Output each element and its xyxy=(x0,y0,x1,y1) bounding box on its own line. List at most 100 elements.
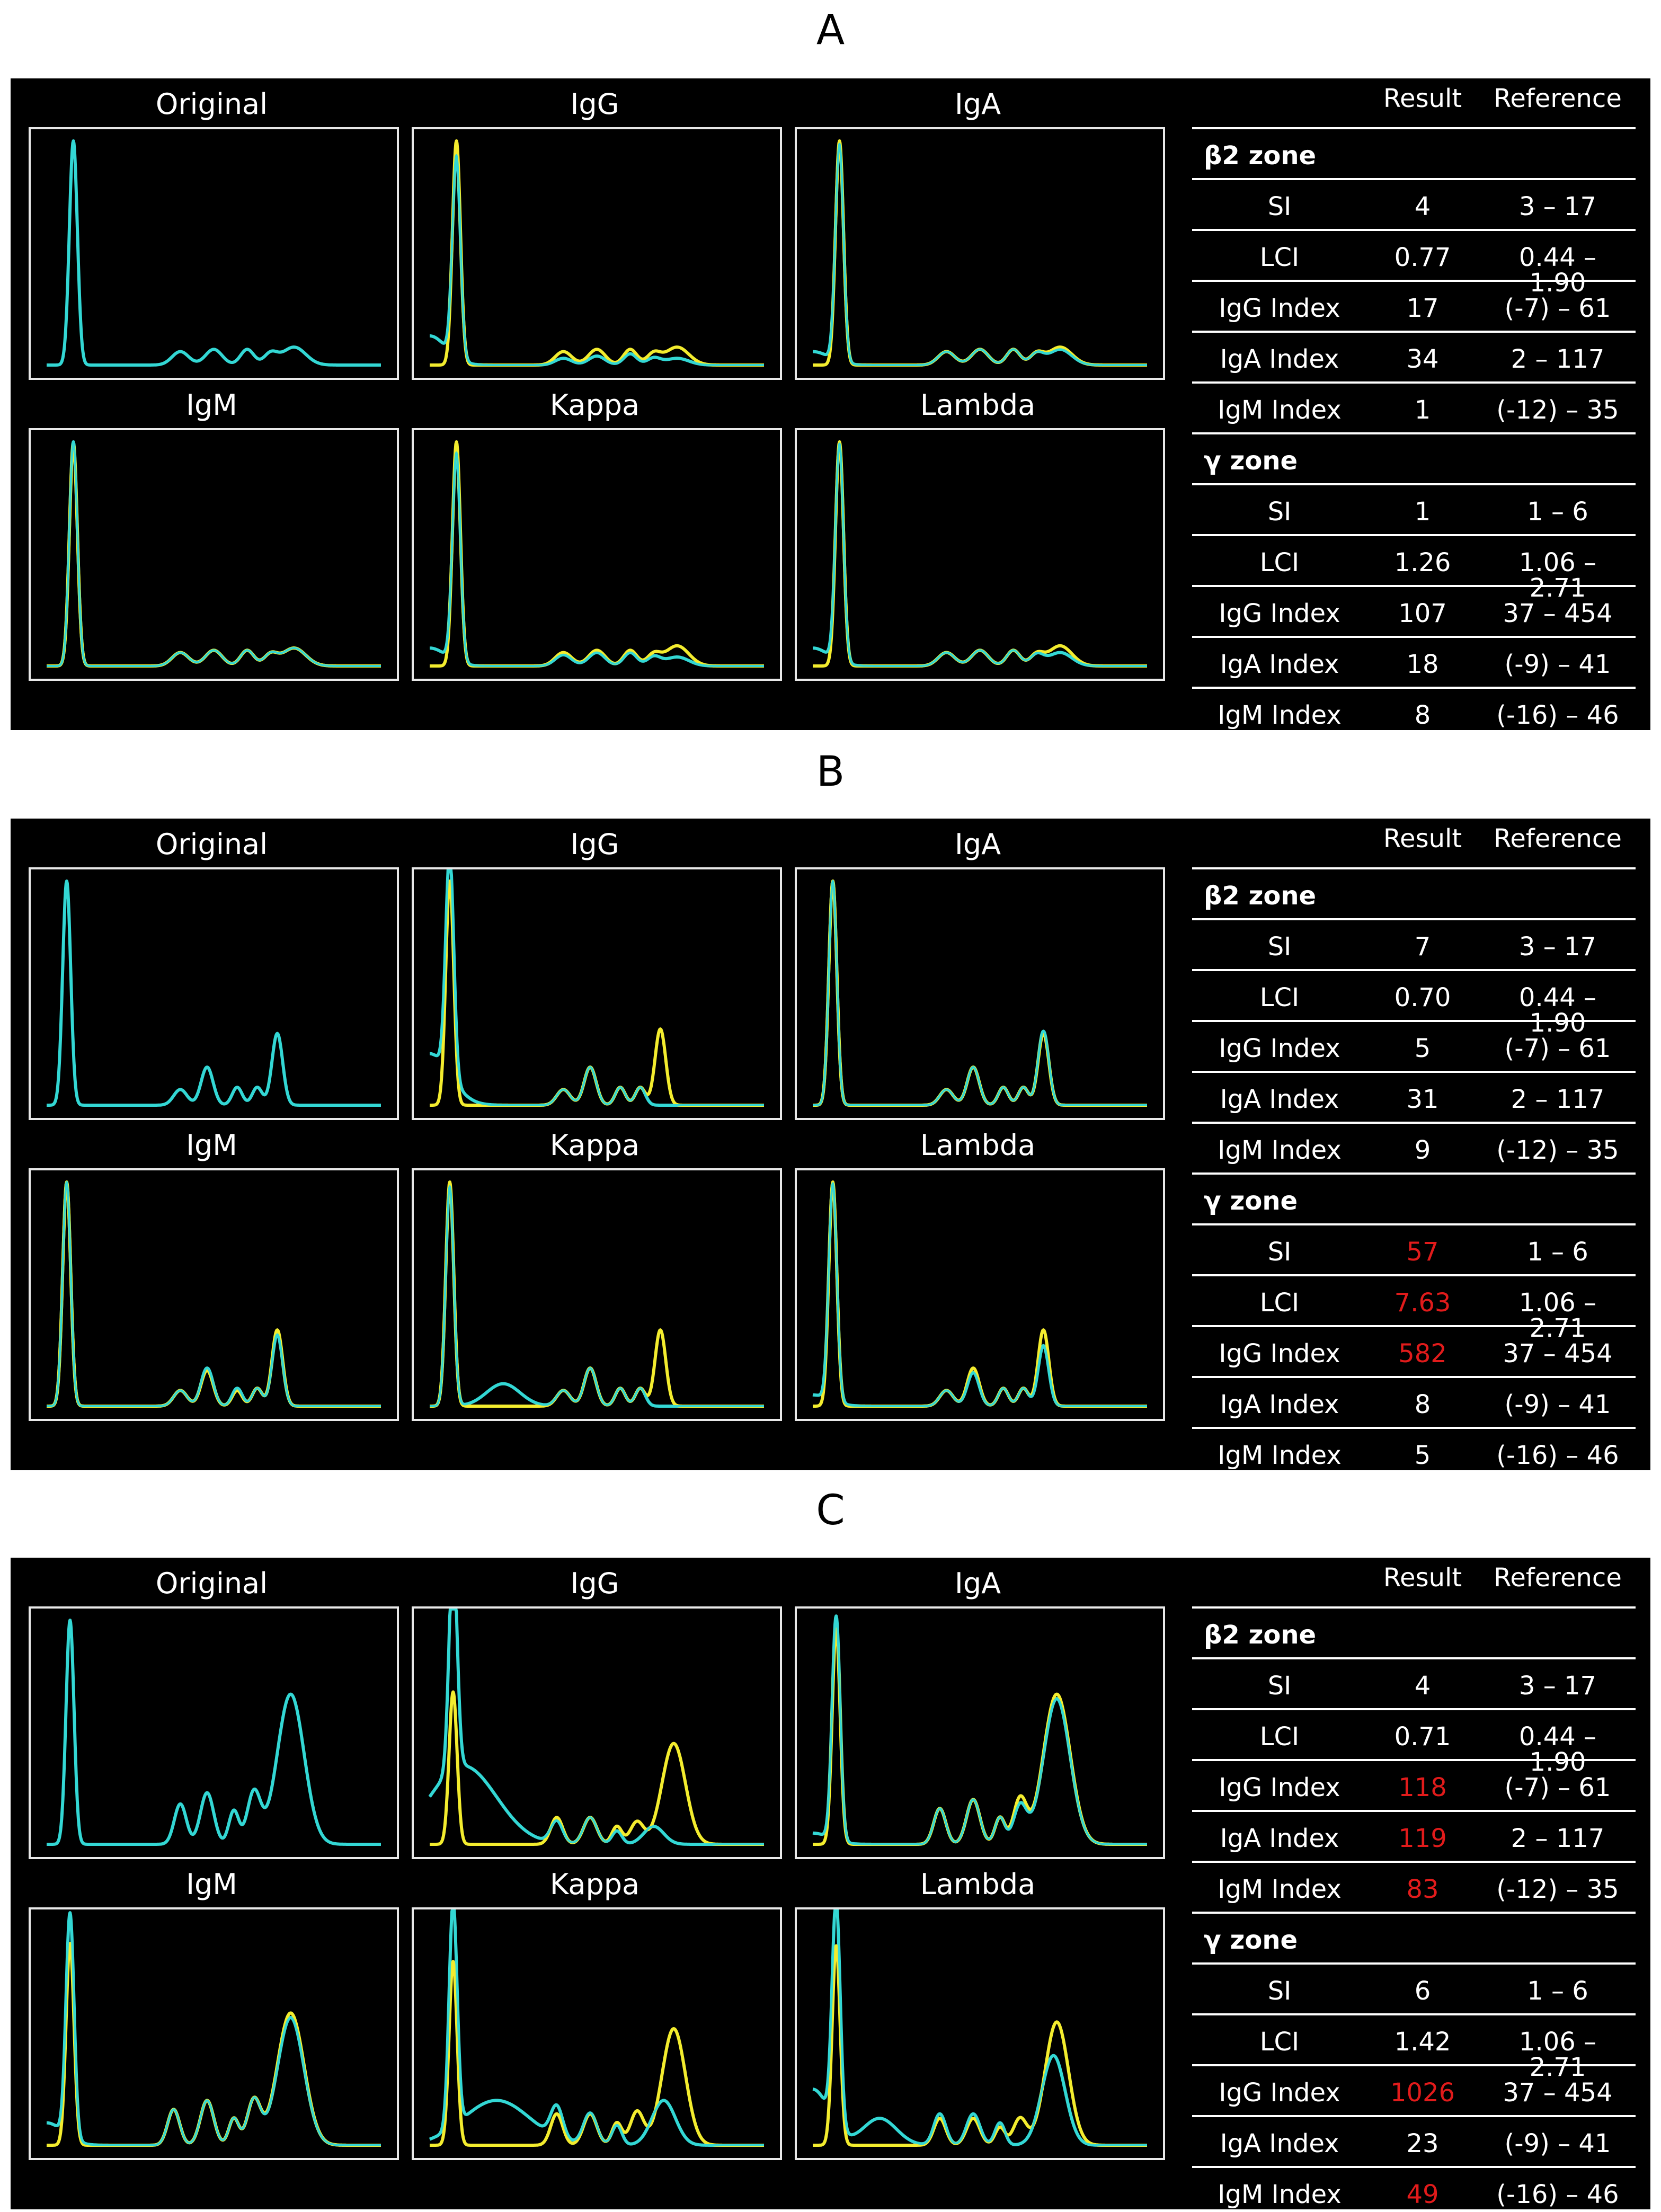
plot-title: IgA xyxy=(954,828,1001,861)
reference-range: 1.06 – 2.71 xyxy=(1518,548,1597,603)
table-divider xyxy=(1192,867,1636,869)
table-divider xyxy=(1192,1020,1636,1022)
densitometry-plot xyxy=(795,1606,1165,1859)
row-label: IgM Index xyxy=(1218,1875,1342,1904)
sample-trace xyxy=(428,1609,765,1846)
table-divider xyxy=(1192,178,1636,180)
result-value: 1 xyxy=(1414,395,1431,425)
result-value: 4 xyxy=(1414,192,1431,221)
panel: Original IgG IgA IgM Kappa Lambda Result Refere… xyxy=(11,1558,1650,2209)
row-label: SI xyxy=(1267,192,1292,221)
trace-canvas xyxy=(46,880,382,1107)
result-value: 0.70 xyxy=(1394,983,1451,1012)
reference-range: 3 – 17 xyxy=(1518,932,1597,962)
zone-heading: β2 zone xyxy=(1204,1620,1317,1650)
plot-title: Original xyxy=(155,87,268,121)
panel: Original IgG IgA IgM Kappa Lambda Result Refere… xyxy=(11,819,1650,1470)
reference-trace xyxy=(812,1180,1148,1408)
zone-heading: β2 zone xyxy=(1204,141,1317,171)
sample-trace xyxy=(46,440,382,668)
table-divider xyxy=(1192,1708,1636,1710)
reference-range: 2 – 117 xyxy=(1511,1085,1605,1114)
result-value: 9 xyxy=(1414,1135,1431,1165)
row-label: IgG Index xyxy=(1219,1773,1340,1802)
result-value: 7 xyxy=(1414,932,1431,962)
panel-label: B xyxy=(816,748,845,796)
reference-range: 0.44 – 1.90 xyxy=(1518,983,1597,1038)
sample-trace xyxy=(46,1180,382,1408)
trace-canvas xyxy=(429,440,765,668)
row-label: LCI xyxy=(1259,243,1300,272)
table-divider xyxy=(1192,1172,1636,1175)
plot-title: IgM xyxy=(186,388,237,422)
row-label: IgA Index xyxy=(1220,1824,1339,1853)
row-label: IgM Index xyxy=(1218,1441,1342,1470)
result-value: 107 xyxy=(1398,599,1447,628)
densitometry-plot xyxy=(412,428,782,681)
sample-trace xyxy=(46,1181,381,1407)
trace-canvas xyxy=(46,139,382,367)
panel-label: A xyxy=(816,6,845,54)
table-divider xyxy=(1192,969,1636,971)
zone-heading: β2 zone xyxy=(1204,881,1317,911)
zone-heading: γ zone xyxy=(1204,446,1298,476)
reference-range: (-9) – 41 xyxy=(1504,1390,1611,1419)
result-value: 8 xyxy=(1414,700,1431,730)
trace-canvas xyxy=(429,1909,765,2147)
reference-range: 1.06 – 2.71 xyxy=(1518,1288,1597,1343)
result-value: 5 xyxy=(1414,1441,1431,1470)
densitometry-plot xyxy=(29,428,399,681)
trace-canvas xyxy=(812,139,1148,367)
table-divider xyxy=(1192,331,1636,333)
reference-trace xyxy=(46,442,382,668)
column-header-result: Result xyxy=(1383,824,1462,854)
densitometry-plot xyxy=(29,1606,399,1859)
result-value-abnormal: 1026 xyxy=(1390,2078,1455,2108)
result-value: 8 xyxy=(1414,1390,1431,1419)
sample-trace xyxy=(429,154,765,367)
table-divider xyxy=(1192,1861,1636,1863)
table-divider xyxy=(1192,1912,1636,1914)
row-label: IgA Index xyxy=(1220,1390,1339,1419)
trace-canvas xyxy=(812,1180,1148,1408)
row-label: IgM Index xyxy=(1218,2180,1342,2209)
sample-trace xyxy=(46,1911,382,2147)
row-label: IgG Index xyxy=(1219,1339,1340,1369)
plot-title: IgA xyxy=(954,87,1001,121)
reference-trace xyxy=(46,1180,382,1408)
row-label: SI xyxy=(1267,1671,1292,1701)
row-label: SI xyxy=(1267,497,1292,527)
reference-range: (-16) – 46 xyxy=(1496,2180,1619,2209)
row-label: IgG Index xyxy=(1219,294,1340,323)
table-divider xyxy=(1192,2013,1636,2015)
row-label: SI xyxy=(1267,1976,1292,2006)
table-divider xyxy=(1192,1071,1636,1073)
reference-range: 1 – 6 xyxy=(1527,1976,1588,2006)
row-label: IgA Index xyxy=(1220,344,1339,374)
sample-trace xyxy=(46,441,381,667)
table-divider xyxy=(1192,1223,1636,1225)
panel-label: C xyxy=(816,1487,845,1534)
reference-trace xyxy=(429,440,765,668)
sample-trace xyxy=(429,154,765,366)
sample-trace xyxy=(429,1909,765,2147)
reference-range: (-9) – 41 xyxy=(1504,650,1611,679)
result-value: 1 xyxy=(1414,497,1431,527)
result-value-abnormal: 119 xyxy=(1398,1824,1447,1853)
row-label: IgA Index xyxy=(1220,2129,1339,2158)
plot-title: Lambda xyxy=(920,388,1036,422)
table-divider xyxy=(1192,1606,1636,1609)
reference-range: (-12) – 35 xyxy=(1496,395,1619,425)
reference-range: (-7) – 61 xyxy=(1504,294,1611,323)
result-value: 0.77 xyxy=(1394,243,1451,272)
sample-trace xyxy=(46,139,382,367)
reference-trace xyxy=(429,139,765,367)
densitometry-plot xyxy=(795,428,1165,681)
reference-range: 3 – 17 xyxy=(1518,192,1597,221)
row-label: IgG Index xyxy=(1219,1034,1340,1063)
sample-trace xyxy=(429,1909,765,2146)
densitometry-plot xyxy=(29,127,399,380)
result-value: 1.42 xyxy=(1394,2027,1451,2057)
row-label: SI xyxy=(1267,1237,1292,1267)
table-divider xyxy=(1192,1427,1636,1429)
